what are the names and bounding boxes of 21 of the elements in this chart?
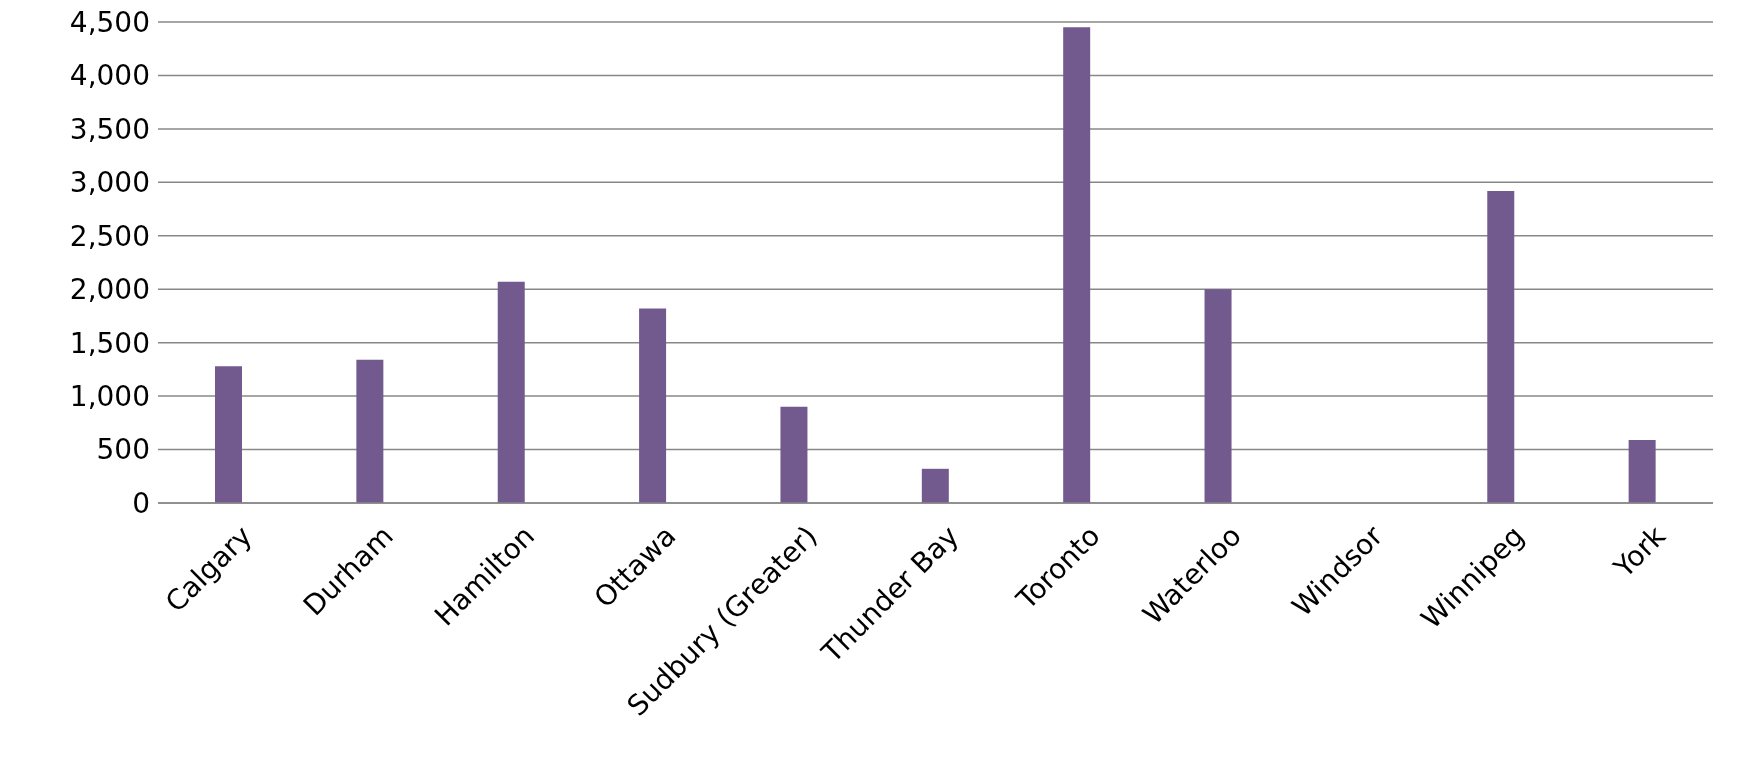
y-tick-label: 3,000 [69,166,150,200]
y-tick-label: 4,500 [69,5,150,39]
y-tick-label: 2,500 [69,219,150,253]
bar [1487,190,1515,503]
bar [356,359,384,503]
bar [215,366,242,503]
bar [1628,439,1656,503]
y-tick-label: 4,000 [69,59,150,93]
bar [1063,27,1091,503]
y-tick-label: 0 [132,486,150,520]
bar [639,308,667,503]
bar [497,281,525,503]
bar [1204,289,1232,503]
y-tick-label: 3,500 [69,112,150,146]
bar [780,406,808,503]
bar [921,468,949,503]
y-tick-label: 500 [96,433,150,467]
y-tick-label: 2,000 [69,273,150,307]
y-tick-label: 1,500 [69,326,150,360]
x-tick-label: York [1606,518,1673,585]
y-tick-label: 1,000 [69,380,150,414]
